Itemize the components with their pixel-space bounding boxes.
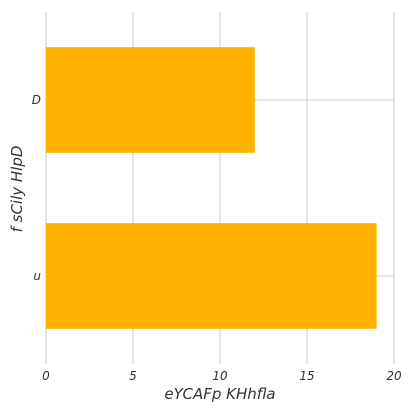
bar-D bbox=[46, 47, 255, 153]
y-tick-label: u bbox=[33, 269, 41, 283]
y-axis-title: f sCily HlpD bbox=[8, 146, 26, 233]
x-tick-label: 5 bbox=[129, 369, 137, 383]
bars bbox=[46, 47, 377, 329]
x-tick-labels: 0 5 10 15 20 bbox=[42, 369, 402, 383]
y-tick-labels: uD bbox=[32, 93, 42, 283]
bar-u bbox=[46, 223, 377, 329]
x-tick-label: 20 bbox=[386, 369, 402, 383]
x-axis-title: eYCAFp KHhfla bbox=[164, 385, 275, 403]
y-tick-label: D bbox=[32, 93, 41, 107]
x-tick-label: 0 bbox=[42, 369, 50, 383]
x-tick-label: 10 bbox=[212, 369, 228, 383]
x-tick-label: 15 bbox=[299, 369, 314, 383]
